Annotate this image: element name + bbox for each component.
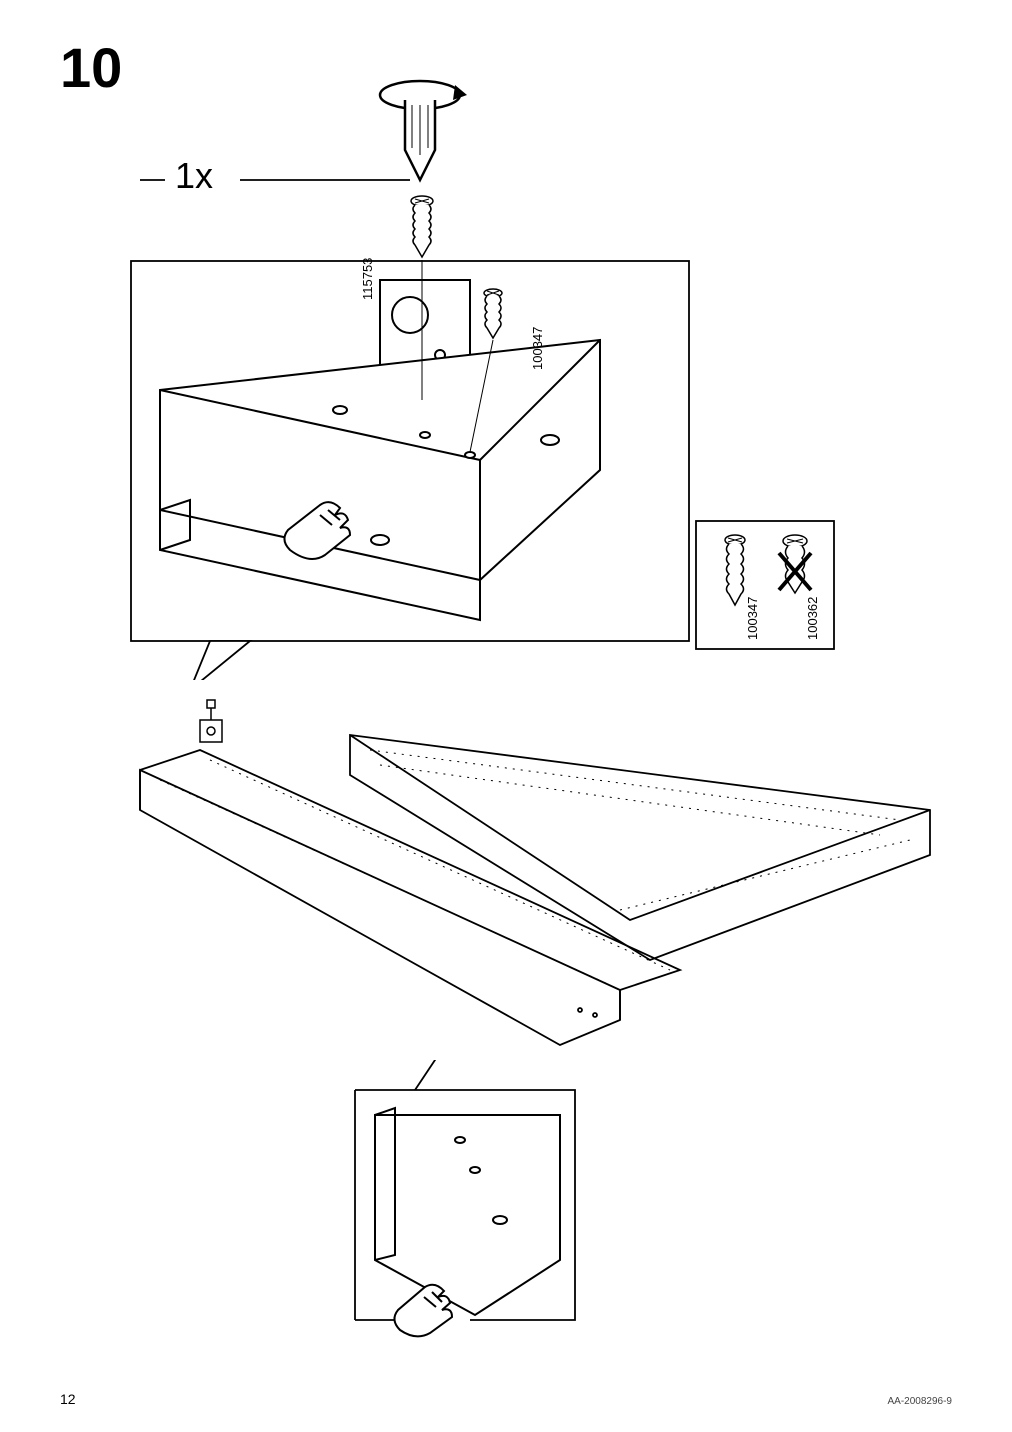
footer-page-number: 12	[60, 1391, 76, 1407]
panels-diagram	[60, 680, 960, 1080]
footer-doc-id: AA-2008296-9	[888, 1396, 953, 1407]
lower-detail-diagram	[335, 1060, 595, 1360]
instruction-page: 10 1x 115753	[0, 0, 1012, 1432]
part-screw-ok-label: 100347	[745, 597, 760, 640]
part-screw-no-label: 100362	[805, 597, 820, 640]
main-detail-diagram	[130, 260, 690, 680]
screw-top-icon	[407, 195, 437, 265]
screwdriver-icon	[365, 70, 485, 210]
step-number: 10	[60, 35, 122, 100]
pointing-hand-icon-2	[394, 1285, 452, 1337]
part-screw-main-label: 100347	[530, 327, 545, 370]
screw-side-icon	[484, 289, 502, 338]
